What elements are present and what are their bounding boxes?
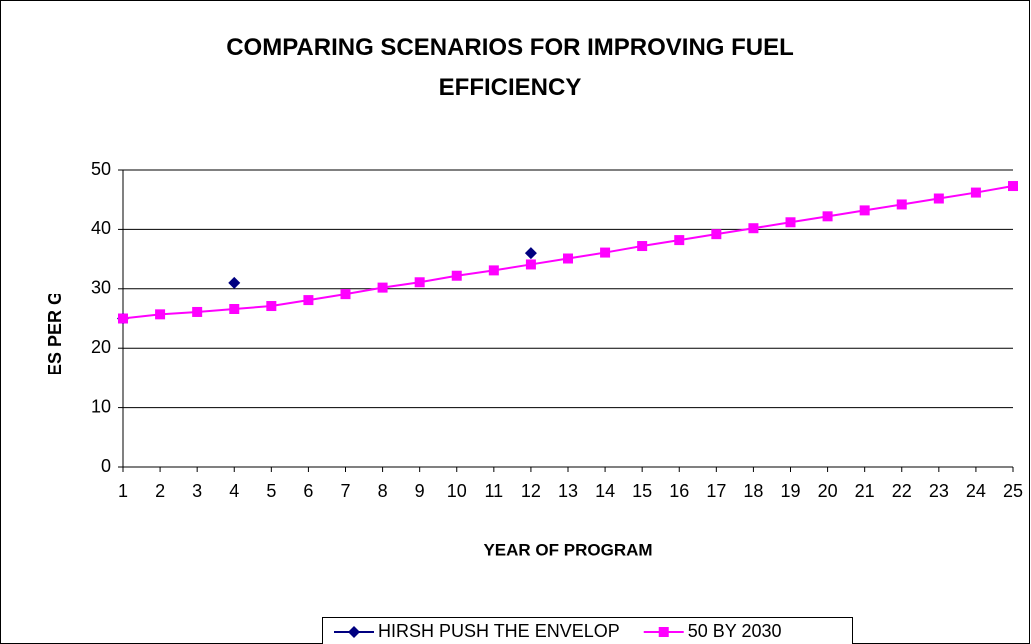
x-tick-label: 5 [266, 481, 276, 501]
x-tick-label: 6 [303, 481, 313, 501]
x-tick-label: 8 [378, 481, 388, 501]
chart-title: COMPARING SCENARIOS FOR IMPROVING FUEL E… [226, 34, 794, 101]
point [488, 265, 499, 276]
x-tick-label: 4 [229, 481, 239, 501]
point [785, 217, 796, 228]
x-tick-label: 12 [521, 481, 541, 501]
point [970, 187, 981, 198]
x-tick-label: 23 [929, 481, 949, 501]
x-tick-label: 13 [558, 481, 578, 501]
x-tick-label: 3 [192, 481, 202, 501]
y-tick-label: 0 [101, 456, 111, 476]
point [822, 211, 833, 222]
x-tick-label: 19 [780, 481, 800, 501]
x-tick-label: 2 [155, 481, 165, 501]
x-tick-label: 25 [1003, 481, 1023, 501]
y-tick-label: 10 [91, 396, 111, 416]
x-tick-label: 1 [118, 481, 128, 501]
point [451, 270, 462, 281]
x-tick-label: 9 [415, 481, 425, 501]
point [340, 289, 351, 300]
x-tick-label: 16 [669, 481, 689, 501]
y-tick-label: 20 [91, 337, 111, 357]
x-tick-label: 17 [706, 481, 726, 501]
point [711, 229, 722, 240]
x-tick-label: 15 [632, 481, 652, 501]
point [266, 301, 277, 312]
y-axis-label: MILES PER GALLON [45, 229, 65, 407]
point [674, 235, 685, 246]
point [155, 309, 166, 320]
x-tick-label: 7 [340, 481, 350, 501]
point [525, 259, 536, 270]
legend-marker [348, 626, 360, 638]
point [414, 277, 425, 288]
y-tick-label: 40 [91, 218, 111, 238]
point [748, 223, 759, 234]
x-tick-label: 14 [595, 481, 615, 501]
legend-label: 50 BY 2030 [688, 621, 782, 641]
point [524, 247, 537, 260]
x-tick-label: 22 [892, 481, 912, 501]
y-tick-label: 30 [91, 278, 111, 298]
point [118, 313, 128, 324]
x-axis-label: YEAR OF PROGRAM [483, 540, 652, 559]
point [228, 276, 241, 289]
x-tick-label: 10 [447, 481, 467, 501]
point [896, 199, 907, 210]
legend-marker [658, 627, 669, 637]
legend-label: HIRSH PUSH THE ENVELOP [378, 621, 620, 641]
x-tick-label: 20 [818, 481, 838, 501]
point [933, 193, 944, 204]
y-tick-label: 50 [91, 159, 111, 179]
x-tick-label: 11 [484, 481, 503, 501]
point [192, 306, 203, 317]
point [229, 303, 240, 314]
point [563, 253, 573, 264]
point [637, 241, 648, 252]
point [377, 282, 388, 293]
point [1008, 181, 1018, 192]
x-tick-label: 24 [966, 481, 986, 501]
point [303, 295, 314, 306]
x-tick-label: 21 [855, 481, 875, 501]
legend-box [322, 617, 853, 644]
point [859, 205, 870, 216]
x-tick-label: 18 [743, 481, 763, 501]
point [600, 247, 611, 258]
